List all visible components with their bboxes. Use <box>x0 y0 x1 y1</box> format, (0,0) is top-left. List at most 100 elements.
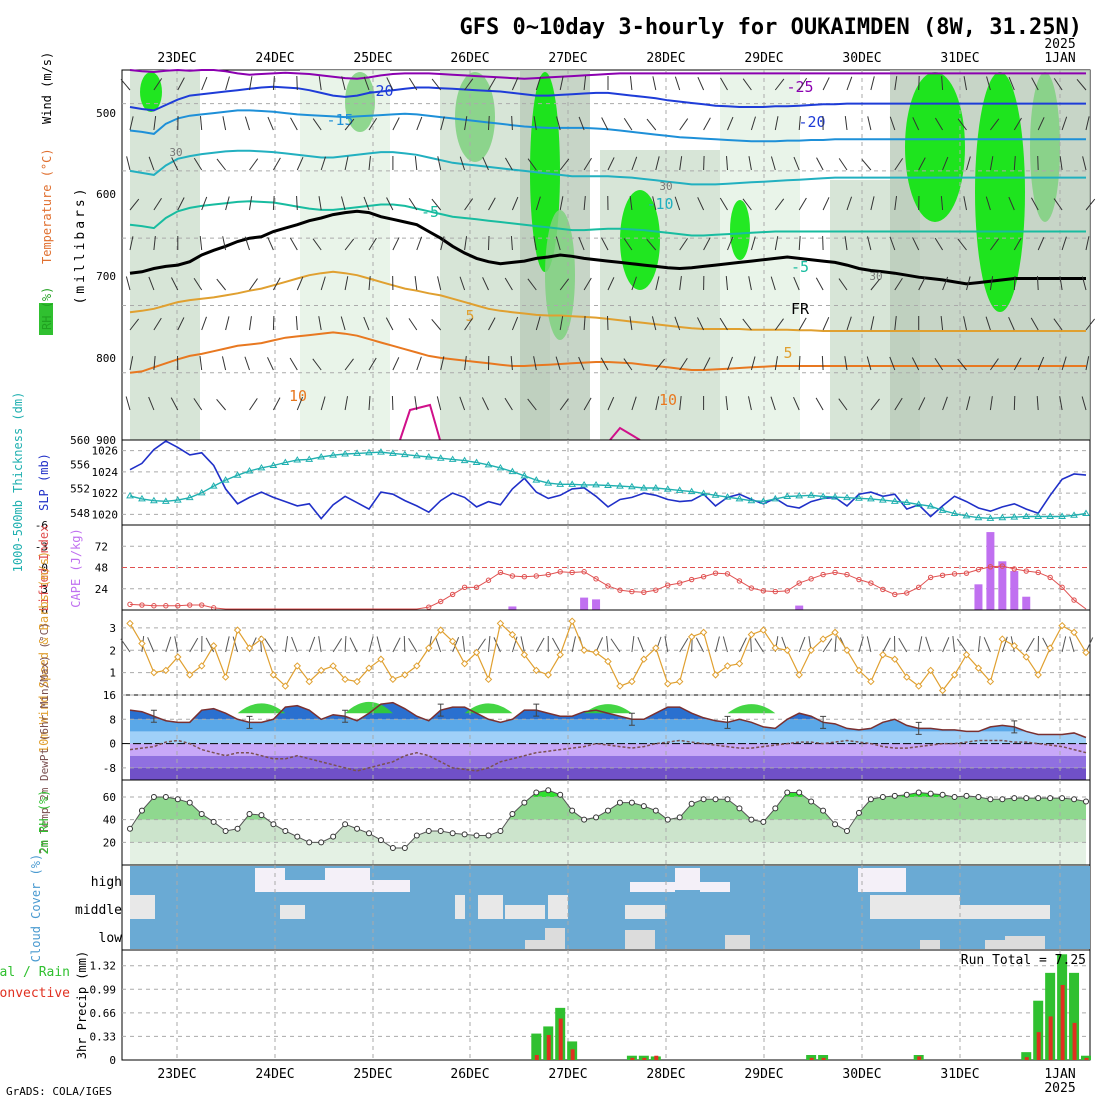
wind-barb <box>222 116 227 131</box>
wind-speed-point <box>675 677 684 686</box>
wind-ytick-label: 2 <box>109 644 116 657</box>
wind-speed-point <box>568 617 576 625</box>
precip-convective-bar <box>570 1049 575 1060</box>
wind-barb <box>296 157 304 171</box>
wind-barb <box>822 638 833 653</box>
rh-point <box>1047 795 1054 802</box>
wind-barb <box>679 638 689 653</box>
thickness-point <box>747 496 756 504</box>
thickness-point <box>639 483 648 491</box>
thickness-point <box>329 451 338 458</box>
wind-barb <box>838 158 848 171</box>
wind-barb <box>606 636 609 653</box>
rh-point <box>1011 795 1018 802</box>
li-ytick-label: -6 <box>35 519 48 532</box>
wind-speed-point <box>484 675 493 684</box>
precip-total-bar <box>1069 972 1080 1060</box>
rh-point <box>389 845 396 851</box>
rh-humid-patch <box>730 200 750 260</box>
isotherm-line <box>129 149 1086 186</box>
rh-point <box>306 839 313 846</box>
wind-barb <box>440 116 445 131</box>
wind-barb <box>925 636 932 653</box>
wind-barb <box>1013 117 1022 131</box>
cloud-mid-patch <box>505 905 545 919</box>
precip-content: 0 0.33 0.66 0.99 1.32 <box>90 950 1091 1067</box>
li-point <box>927 574 934 581</box>
thickness-point <box>1010 513 1019 520</box>
wind-barb <box>607 157 615 171</box>
cloud-panel: Cloud Cover (%) high middle low <box>29 854 1091 962</box>
li-point <box>904 590 910 596</box>
li-point <box>665 582 671 588</box>
wind-speed-point <box>508 630 517 639</box>
bottom-date-label: 26DEC <box>450 1067 489 1082</box>
wind-barb <box>459 156 466 171</box>
thickness-ytick-label: 552 <box>70 483 90 496</box>
wind-barb <box>870 76 875 91</box>
wind-barb <box>177 77 185 91</box>
wind-barb <box>201 196 208 211</box>
li-point <box>545 571 551 578</box>
slp-ylabel: SLP (mb) <box>37 453 51 511</box>
wind-barb <box>452 636 460 653</box>
cloud-ylabel: Cloud Cover (%) <box>29 854 43 962</box>
precip-ytick-label: 0 <box>109 1054 116 1067</box>
wind-barb <box>1030 317 1039 331</box>
wind-speed-point <box>448 637 457 646</box>
rh-humid-patch <box>905 72 965 222</box>
bottom-date-label: 1JAN <box>1044 1067 1075 1082</box>
rh-humid-patch <box>455 72 495 162</box>
wind-speed-point <box>341 675 349 684</box>
thickness-line <box>129 451 1087 520</box>
wind-barb <box>1085 116 1090 131</box>
wind-barb <box>844 116 848 131</box>
wind-speed-point <box>353 677 361 686</box>
cloud-low-patch <box>725 935 750 949</box>
li-ytick-label: 6 <box>41 604 48 617</box>
isotherm-line <box>129 331 1086 374</box>
cloud-clear-high <box>285 880 325 892</box>
wind-barb <box>555 356 561 371</box>
wind-barb <box>838 278 848 291</box>
rh-point <box>557 791 564 798</box>
cape-bar <box>986 532 995 610</box>
temp-minmax-bar <box>628 712 635 726</box>
wind-barb <box>520 636 525 653</box>
rh-point <box>246 811 253 817</box>
wind-speed-point <box>305 677 313 686</box>
rh-point <box>198 811 205 817</box>
rh-point <box>760 818 767 825</box>
wind-speed-point <box>831 628 839 637</box>
thickness-point <box>221 476 230 483</box>
wind-barb <box>504 277 513 291</box>
wind-barb <box>821 355 824 371</box>
wind-ytick-label: 3 <box>109 622 116 635</box>
wind-barb <box>655 396 660 411</box>
rh-point <box>724 796 731 803</box>
wind-barb <box>344 238 355 251</box>
thickness-point <box>890 497 899 504</box>
wind-barb <box>934 357 944 371</box>
wind-barb <box>559 76 564 91</box>
wind-barb <box>349 637 358 653</box>
wind-speed-point <box>735 659 744 668</box>
wind-barb <box>894 158 904 171</box>
rh2m-panel: 20 40 60 2m RH (%) <box>37 779 1091 866</box>
thickness-point <box>126 491 134 499</box>
wind-barb <box>488 317 496 331</box>
wind-barb <box>774 236 779 251</box>
cape-ytick-label: 48 <box>95 562 108 575</box>
wind-barb <box>815 397 824 411</box>
cloud-row-label-middle: middle <box>75 903 122 918</box>
li-point <box>187 602 193 608</box>
li-point <box>509 573 516 579</box>
wind-barb <box>533 116 537 131</box>
bottom-date-label: 30DEC <box>842 1067 881 1082</box>
cape-bar <box>580 597 589 610</box>
rh-point <box>1071 796 1078 803</box>
wind-speed-point <box>867 677 875 686</box>
wind-barb <box>1031 77 1039 91</box>
wind-barb <box>170 277 179 291</box>
wind-barb <box>703 117 711 131</box>
